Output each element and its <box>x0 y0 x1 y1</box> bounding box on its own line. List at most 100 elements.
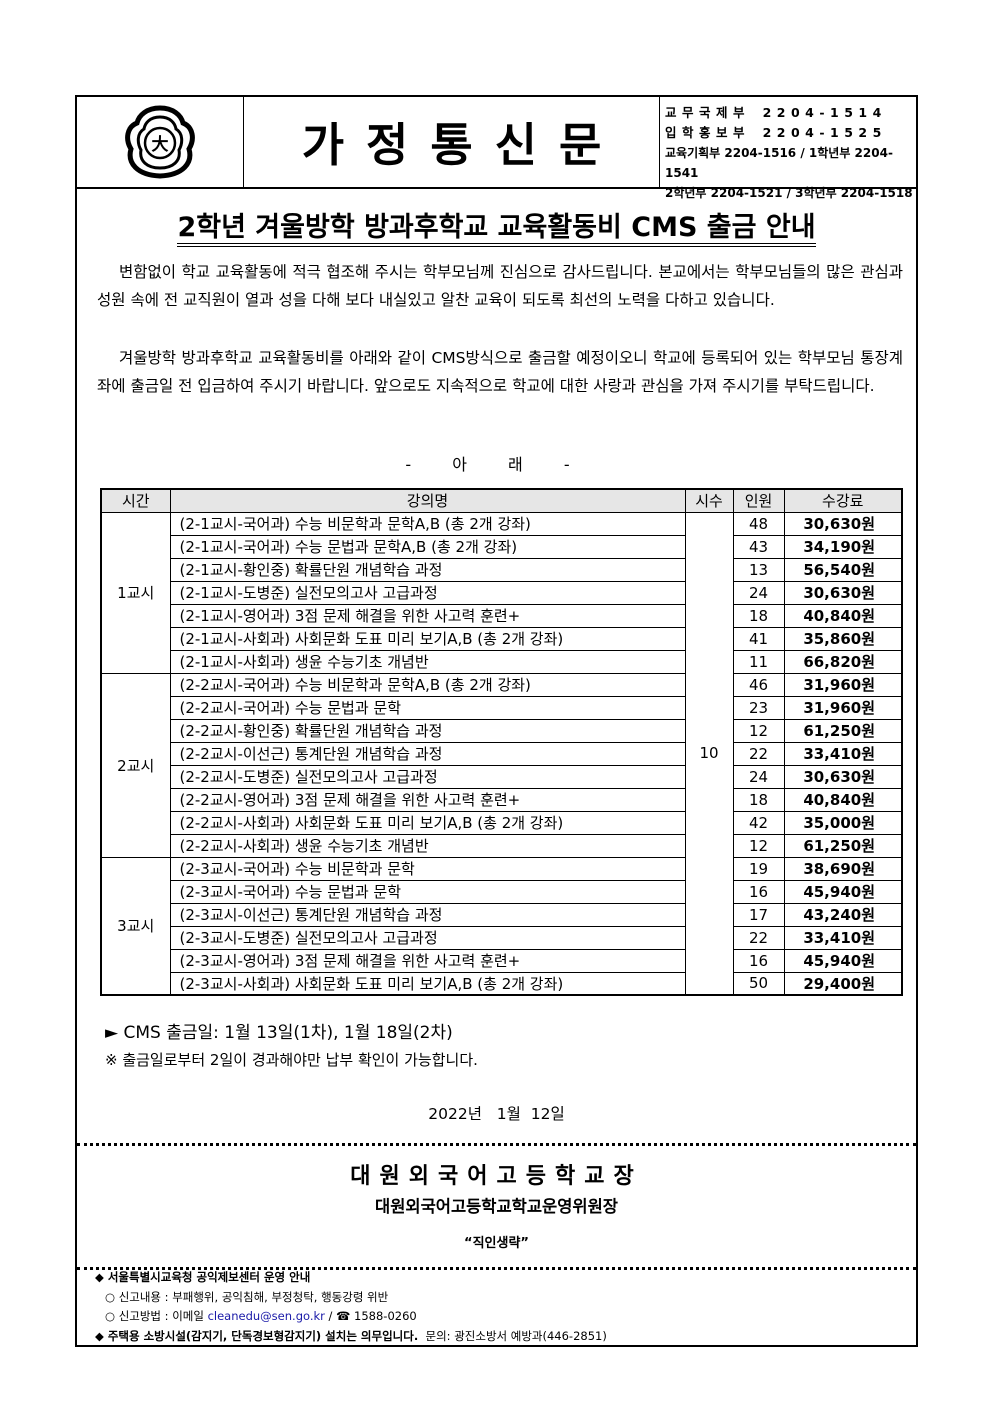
fee-cell: 29,400원 <box>783 971 903 996</box>
document-frame: 大 가정통신문 교무국제부 2204-1514 입학홍보부 2204-1525 … <box>75 95 918 1347</box>
enrollment-cell: 18 <box>732 603 785 628</box>
enrollment-cell: 13 <box>732 557 785 582</box>
enrollment-cell: 42 <box>732 810 785 835</box>
enrollment-cell: 12 <box>732 833 785 858</box>
course-name: (2-2교시-영어과) 3점 문제 해결을 위한 사고력 훈련+ <box>169 787 686 812</box>
enrollment-cell: 23 <box>732 695 785 720</box>
course-name: (2-2교시-국어과) 수능 문법과 문학 <box>169 695 686 720</box>
table-row: (2-2교시-영어과) 3점 문제 해결을 위한 사고력 훈련+ 18 40,840… <box>101 787 903 812</box>
course-name: (2-1교시-국어과) 수능 비문학과 문학A,B (총 2개 강좌) <box>169 511 686 536</box>
enrollment-cell: 41 <box>732 626 785 651</box>
email-link[interactable]: cleanedu@sen.go.kr <box>207 1309 325 1323</box>
course-name: (2-2교시-이선근) 통계단원 개념학습 과정 <box>169 741 686 766</box>
table-row: (2-2교시-도병준) 실전모의고사 고급과정 24 30,630원 <box>101 764 903 789</box>
fee-cell: 33,410원 <box>783 925 903 950</box>
enrollment-cell: 18 <box>732 787 785 812</box>
period-cell: 2교시 <box>100 672 171 858</box>
contact-line: 2학년부 2204-1521 / 3학년부 2204-1518 <box>665 186 913 200</box>
course-name: (2-2교시-사회과) 생윤 수능기초 개념반 <box>169 833 686 858</box>
course-name: (2-2교시-황인중) 확률단원 개념학습 과정 <box>169 718 686 743</box>
course-name: (2-1교시-사회과) 사회문화 도표 미리 보기A,B (총 2개 강좌) <box>169 626 686 651</box>
enrollment-cell: 24 <box>732 580 785 605</box>
report-method: ○ 신고방법 : 이메일 cleanedu@sen.go.kr / ☎ 1588… <box>105 1309 417 1323</box>
contact-line: 입학홍보부 2204-1525 <box>665 125 887 140</box>
course-name: (2-2교시-도병준) 실전모의고사 고급과정 <box>169 764 686 789</box>
seal-omitted: “직인생략” <box>464 1236 529 1251</box>
table-row: 1교시 (2-1교시-국어과) 수능 비문학과 문학A,B (총 2개 강좌) 10… <box>100 511 903 996</box>
enrollment-cell: 22 <box>732 925 785 950</box>
table-row: (2-3교시-도병준) 실전모의고사 고급과정 22 33,410원 <box>101 925 903 950</box>
course-name: (2-3교시-도병준) 실전모의고사 고급과정 <box>169 925 686 950</box>
enrollment-cell: 48 <box>732 511 785 536</box>
course-name: (2-1교시-황인중) 확률단원 개념학습 과정 <box>169 557 686 582</box>
committee-chair: 대원외국어고등학교학교운영위원장 <box>375 1197 618 1216</box>
column-header: 수강료 <box>783 488 903 513</box>
enrollment-cell: 50 <box>732 971 785 996</box>
course-name: (2-3교시-영어과) 3점 문제 해결을 위한 사고력 훈련+ <box>169 948 686 973</box>
school-logo: 大 <box>77 97 244 187</box>
fee-cell: 61,250원 <box>783 718 903 743</box>
cms-date-line: ► CMS 출금일: 1월 13일(1차), 1월 18일(2차) <box>105 1023 453 1043</box>
table-row: 2교시 (2-2교시-국어과) 수능 비문학과 문학A,B (총 2개 강좌) 46… <box>100 672 903 858</box>
course-name: (2-1교시-도병준) 실전모의고사 고급과정 <box>169 580 686 605</box>
table-row: (2-3교시-이선근) 통계단원 개념학습 과정 17 43,240원 <box>101 902 903 927</box>
table-row: (2-2교시-국어과) 수능 문법과 문학 23 31,960원 <box>101 695 903 720</box>
fee-cell: 35,000원 <box>783 810 903 835</box>
contact-list: 교무국제부 2204-1514 입학홍보부 2204-1525 교육기획부 22… <box>665 103 915 203</box>
fee-cell: 31,960원 <box>783 672 903 697</box>
enrollment-cell: 17 <box>732 902 785 927</box>
school-emblem-icon: 大 <box>125 105 195 179</box>
fee-cell: 31,960원 <box>783 695 903 720</box>
fee-cell: 40,840원 <box>783 787 903 812</box>
fee-cell: 30,630원 <box>783 580 903 605</box>
course-name: (2-3교시-사회과) 사회문화 도표 미리 보기A,B (총 2개 강좌) <box>169 971 686 996</box>
intro-paragraph: 변함없이 학교 교육활동에 적극 협조해 주시는 학부모님께 진심으로 감사드립… <box>97 263 903 309</box>
column-header: 인원 <box>732 488 785 513</box>
course-name: (2-3교시-국어과) 수능 비문학과 문학 <box>169 856 686 881</box>
enrollment-cell: 12 <box>732 718 785 743</box>
table-row: (2-2교시-사회과) 사회문화 도표 미리 보기A,B (총 2개 강좌) 42… <box>101 810 903 835</box>
below-label: - 아 래 - <box>405 455 588 474</box>
payment-note: ※ 출금일로부터 2일이 경과해야만 납부 확인이 가능합니다. <box>105 1051 478 1069</box>
fee-cell: 66,820원 <box>783 649 903 674</box>
contact-line: 교육기획부 2204-1516 / 1학년부 2204-1541 <box>665 146 893 180</box>
issue-date: 2022년 1월 12일 <box>428 1105 565 1123</box>
course-name: (2-2교시-사회과) 사회문화 도표 미리 보기A,B (총 2개 강좌) <box>169 810 686 835</box>
fee-cell: 43,240원 <box>783 902 903 927</box>
fire-notice: ◆ 주택용 소방시설(감지기, 단독경보형감지기) 설치는 의무입니다. 문의:… <box>95 1329 607 1343</box>
period-cell: 3교시 <box>100 856 171 996</box>
enrollment-cell: 46 <box>732 672 785 697</box>
table-row: (2-3교시-국어과) 수능 문법과 문학 16 45,940원 <box>101 879 903 904</box>
fee-cell: 34,190원 <box>783 534 903 559</box>
course-name: (2-1교시-사회과) 생윤 수능기초 개념반 <box>169 649 686 674</box>
table-row: (2-2교시-황인중) 확률단원 개념학습 과정 12 61,250원 <box>101 718 903 743</box>
fee-cell: 38,690원 <box>783 856 903 881</box>
table-row: (2-1교시-영어과) 3점 문제 해결을 위한 사고력 훈련+ 18 40,840… <box>101 603 903 628</box>
table-row: (2-1교시-사회과) 생윤 수능기초 개념반 11 66,820원 <box>101 649 903 674</box>
enrollment-cell: 16 <box>732 879 785 904</box>
fee-cell: 30,630원 <box>783 764 903 789</box>
course-name: (2-1교시-영어과) 3점 문제 해결을 위한 사고력 훈련+ <box>169 603 686 628</box>
table-row: (2-3교시-영어과) 3점 문제 해결을 위한 사고력 훈련+ 16 45,940… <box>101 948 903 973</box>
fee-cell: 30,630원 <box>783 511 903 536</box>
report-content: ○ 신고내용 : 부패행위, 공익침해, 부정청탁, 행동강령 위반 <box>105 1290 389 1304</box>
enrollment-cell: 19 <box>732 856 785 881</box>
fee-cell: 61,250원 <box>783 833 903 858</box>
fee-cell: 45,940원 <box>783 948 903 973</box>
header: 大 가정통신문 교무국제부 2204-1514 입학홍보부 2204-1525 … <box>77 97 916 200</box>
fee-cell: 33,410원 <box>783 741 903 766</box>
course-name: (2-3교시-국어과) 수능 문법과 문학 <box>169 879 686 904</box>
period-cell: 1교시 <box>100 511 171 674</box>
contact-line: 교무국제부 2204-1514 <box>665 105 887 120</box>
enrollment-cell: 11 <box>732 649 785 674</box>
table-row: (2-1교시-국어과) 수능 문법과 문학A,B (총 2개 강좌) 43 34,1… <box>101 534 903 559</box>
enrollment-cell: 16 <box>732 948 785 973</box>
enrollment-cell: 43 <box>732 534 785 559</box>
enrollment-cell: 22 <box>732 741 785 766</box>
school-principal: 대원외국어고등학교장 <box>350 1164 643 1189</box>
page-title: 가정통신문 <box>244 97 660 187</box>
column-header: 강의명 <box>169 488 686 513</box>
divider <box>77 1267 916 1270</box>
table-row: (2-2교시-사회과) 생윤 수능기초 개념반 12 61,250원 <box>101 833 903 858</box>
table-row: (2-1교시-황인중) 확률단원 개념학습 과정 13 56,540원 <box>101 557 903 582</box>
